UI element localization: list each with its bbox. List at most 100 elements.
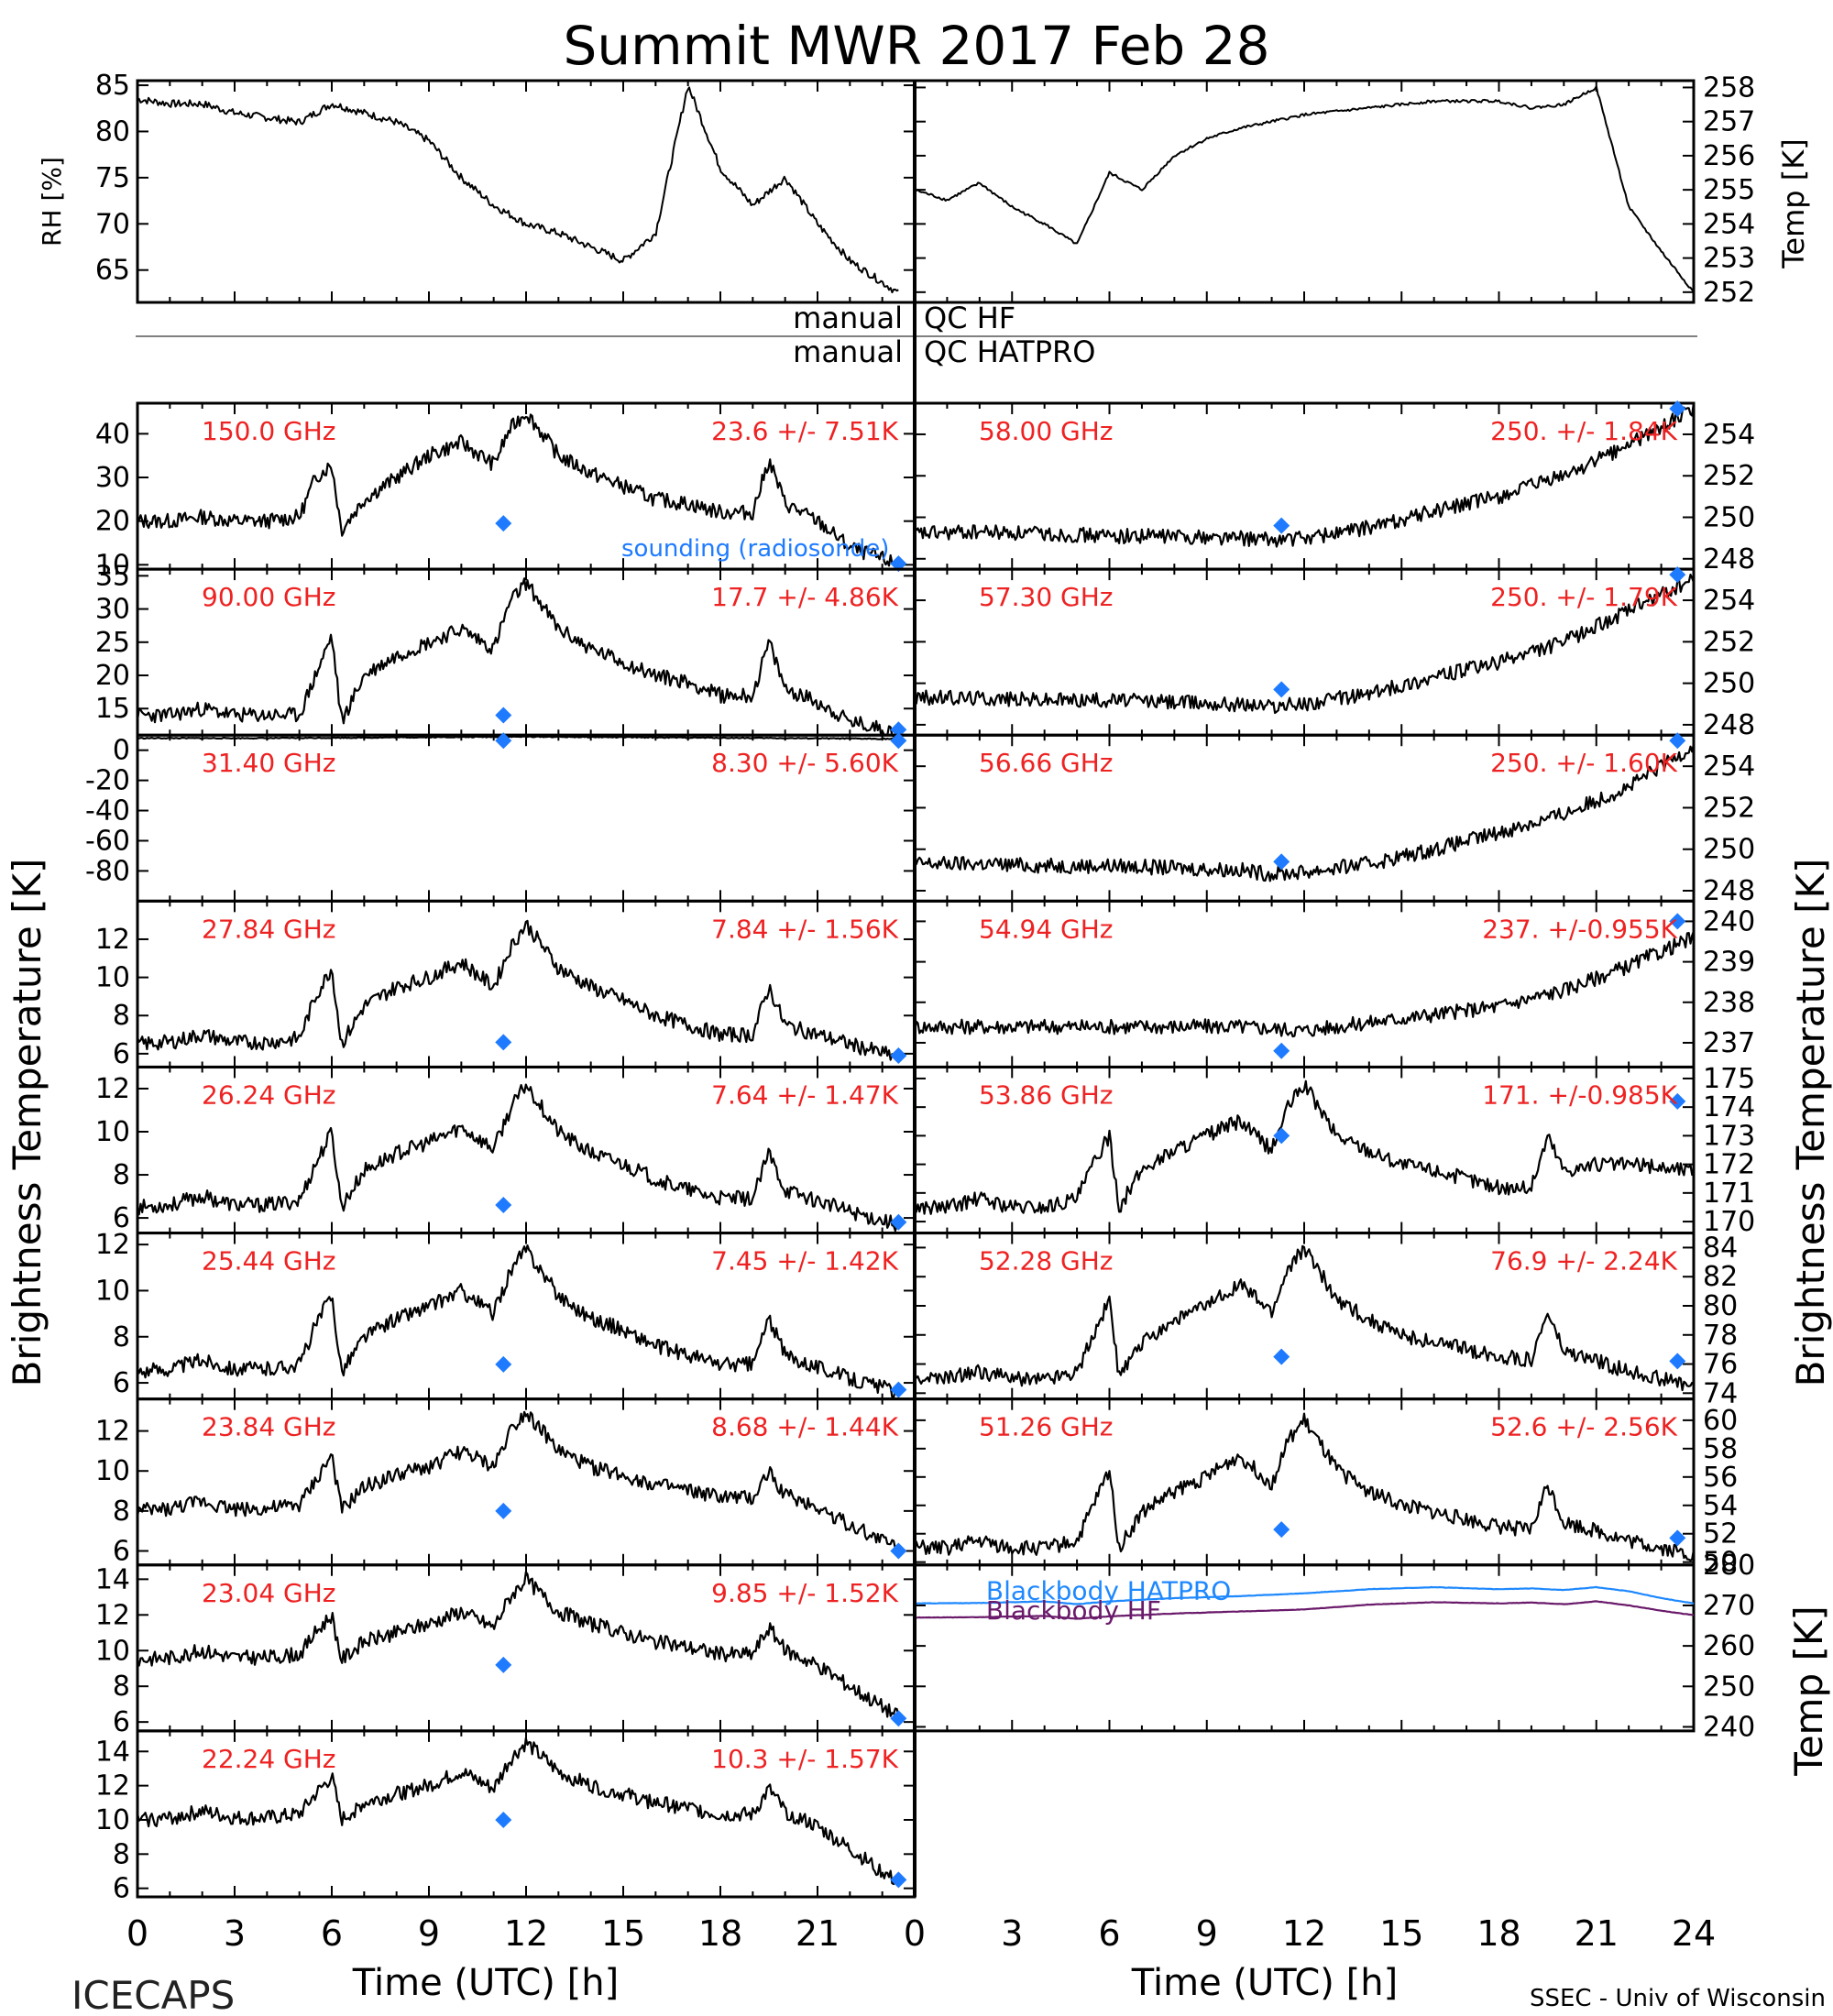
y-tick-label-c8-0: 6: [113, 1202, 130, 1234]
sounding-marker-14-0: [495, 1656, 512, 1673]
qc-strip: manual QC HF manual QC HATPRO: [136, 301, 1697, 403]
y-tick-label-c11-3: 80: [1703, 1290, 1738, 1322]
y-tick-label-c3-0: 248: [1703, 709, 1755, 741]
x-tick-label-left-3: 9: [418, 1913, 440, 1954]
panel-ch-23.04: 68 10 12 14 23.04 GHz 9.85 +/- 1.52K: [95, 1563, 916, 1738]
x-tick-label-left-2: 6: [321, 1913, 343, 1954]
sounding-marker-13-1: [1669, 1529, 1686, 1547]
brightness-ylabel-right: Brightness Temperature [K]: [1788, 859, 1833, 1387]
sounding-marker-5-1: [1669, 732, 1686, 750]
x-tick-label-left-0: 0: [126, 1913, 148, 1954]
y-tick-label-c6-3: 12: [95, 924, 130, 956]
y-tick-label-s1-1: 253: [1703, 243, 1755, 275]
y-tick-label-c2-2: 25: [95, 627, 130, 659]
channel-label-ch-27.84: 27.84 GHz: [202, 914, 336, 944]
line-ch-23.04-0: [136, 1571, 900, 1718]
rh-ylabel: RH [%]: [37, 157, 67, 247]
y-tick-label-s1-3: 255: [1703, 174, 1755, 206]
x-tick-label-right-0: 0: [904, 1913, 926, 1954]
channel-stats-ch-51.26: 52.6 +/- 2.56K: [1490, 1412, 1677, 1442]
channel-label-ch-25.44: 25.44 GHz: [202, 1246, 336, 1276]
y-tick-label-c16-0: 6: [113, 1873, 130, 1905]
line-ch-56.66-0: [913, 743, 1696, 882]
sounding-marker-11-1: [1669, 1353, 1686, 1370]
y-tick-label-c2-3: 30: [95, 594, 130, 626]
panel-ch-57.30: 248 250 252 254 57.30 GHz 250. +/- 1.79K: [913, 566, 1755, 741]
y-tick-label-s0-2: 75: [95, 162, 130, 194]
qc-row1-left: manual: [793, 301, 903, 335]
channel-label-ch-54.94: 54.94 GHz: [979, 914, 1114, 944]
qc-row2-right: QC HATPRO: [924, 334, 1095, 369]
channel-stats-ch-56.66: 250. +/- 1.60K: [1490, 748, 1677, 778]
y-tick-label-c8-2: 10: [95, 1116, 130, 1148]
y-tick-label-c14-0: 6: [113, 1706, 130, 1738]
sounding-marker-6-1: [890, 1046, 907, 1064]
y-tick-label-c7-3: 240: [1703, 905, 1755, 937]
bb-temp-ylabel: Temp [K]: [1786, 1605, 1831, 1777]
panel-ch-56.66: 248 250 252 254 56.66 GHz 250. +/- 1.60K: [913, 732, 1755, 907]
channel-stats-ch-53.86: 171. +/-0.985K: [1482, 1079, 1677, 1110]
line-ch-58-0: [914, 401, 1696, 548]
y-tick-label-c7-0: 237: [1703, 1027, 1755, 1059]
footer-icecaps: ICECAPS: [71, 1973, 235, 2016]
line-ch-26.24-0: [136, 1083, 900, 1233]
y-tick-label-c13-3: 56: [1703, 1462, 1738, 1494]
channel-label-ch-52.28: 52.28 GHz: [979, 1246, 1114, 1276]
y-tick-label-c9-5: 175: [1703, 1063, 1755, 1095]
y-tick-label-c10-3: 12: [95, 1229, 130, 1261]
sounding-marker-12-0: [495, 1502, 512, 1519]
channel-label-ch-31.40: 31.40 GHz: [202, 748, 336, 778]
y-tick-label-c4-1: -20: [85, 765, 130, 797]
y-tick-label-c6-0: 6: [113, 1038, 130, 1070]
x-tick-label-left-7: 21: [796, 1913, 840, 1954]
y-tick-label-c12-3: 12: [95, 1416, 130, 1448]
panel-ch-58: 248 250 252 254 58.00 GHz 250. +/- 1.84K: [913, 400, 1755, 575]
y-tick-label-c11-1: 76: [1703, 1349, 1738, 1381]
line-ch-150-0: [137, 413, 900, 568]
sounding-marker-7-0: [1273, 1042, 1290, 1059]
channel-stats-ch-58: 250. +/- 1.84K: [1490, 416, 1677, 446]
sounding-marker-13-0: [1273, 1521, 1290, 1539]
y-tick-label-c15-2: 260: [1703, 1630, 1755, 1662]
sounding-marker-10-1: [890, 1381, 907, 1398]
sounding-marker-3-1: [1669, 566, 1686, 584]
channel-label-ch-57.30: 57.30 GHz: [979, 582, 1114, 612]
x-tick-label-right-2: 6: [1098, 1913, 1120, 1954]
y-tick-label-c12-2: 10: [95, 1455, 130, 1487]
y-tick-label-s0-3: 80: [95, 115, 130, 148]
line-ch-54.94-0: [913, 930, 1696, 1038]
y-tick-label-c13-5: 60: [1703, 1405, 1738, 1437]
y-tick-label-s0-4: 85: [95, 70, 130, 102]
y-tick-label-c8-3: 12: [95, 1073, 130, 1105]
line-ch-53.86-0: [913, 1079, 1695, 1215]
y-tick-label-c4-0: 0: [113, 735, 130, 767]
y-tick-label-c16-2: 10: [95, 1804, 130, 1836]
y-tick-label-c0-3: 40: [95, 418, 130, 450]
y-tick-label-c13-2: 54: [1703, 1490, 1738, 1522]
channel-label-ch-53.86: 53.86 GHz: [979, 1079, 1114, 1110]
y-tick-label-c5-1: 250: [1703, 834, 1755, 866]
y-tick-label-c0-2: 30: [95, 462, 130, 494]
sounding-marker-8-1: [890, 1213, 907, 1231]
channel-stats-ch-150: 23.6 +/- 7.51K: [711, 416, 898, 446]
sounding-marker-11-0: [1273, 1348, 1290, 1365]
x-tick-labels: 0 3 6 9 12 15 18 21 0 3 6 9 12 15 18 21 24: [126, 1913, 1716, 1954]
xlabel-right: Time (UTC) [h]: [1131, 1962, 1398, 2004]
y-tick-label-c15-0: 240: [1703, 1711, 1755, 1743]
panel-blackbody: 240 250 260 270 280 Blackbody HATPROBlackbody…: [913, 1550, 1755, 1743]
y-tick-label-c15-4: 280: [1703, 1550, 1755, 1582]
y-tick-label-c12-1: 8: [113, 1496, 130, 1528]
y-tick-label-c2-4: 35: [95, 560, 130, 592]
y-tick-label-c9-2: 172: [1703, 1149, 1755, 1181]
temp-ylabel: Temp [K]: [1776, 138, 1811, 268]
sounding-marker-14-1: [890, 1710, 907, 1727]
y-tick-label-c1-0: 248: [1703, 543, 1755, 575]
y-tick-label-c4-3: -60: [85, 825, 130, 857]
x-tick-label-left-4: 12: [504, 1913, 548, 1954]
channel-stats-ch-25.44: 7.45 +/- 1.42K: [711, 1246, 898, 1276]
y-tick-label-c12-0: 6: [113, 1536, 130, 1568]
sounding-marker-6-0: [495, 1034, 512, 1051]
sounding-marker-9-0: [1273, 1127, 1290, 1145]
sounding-marker-7-1: [1669, 913, 1686, 930]
y-tick-label-c6-1: 8: [113, 1000, 130, 1032]
